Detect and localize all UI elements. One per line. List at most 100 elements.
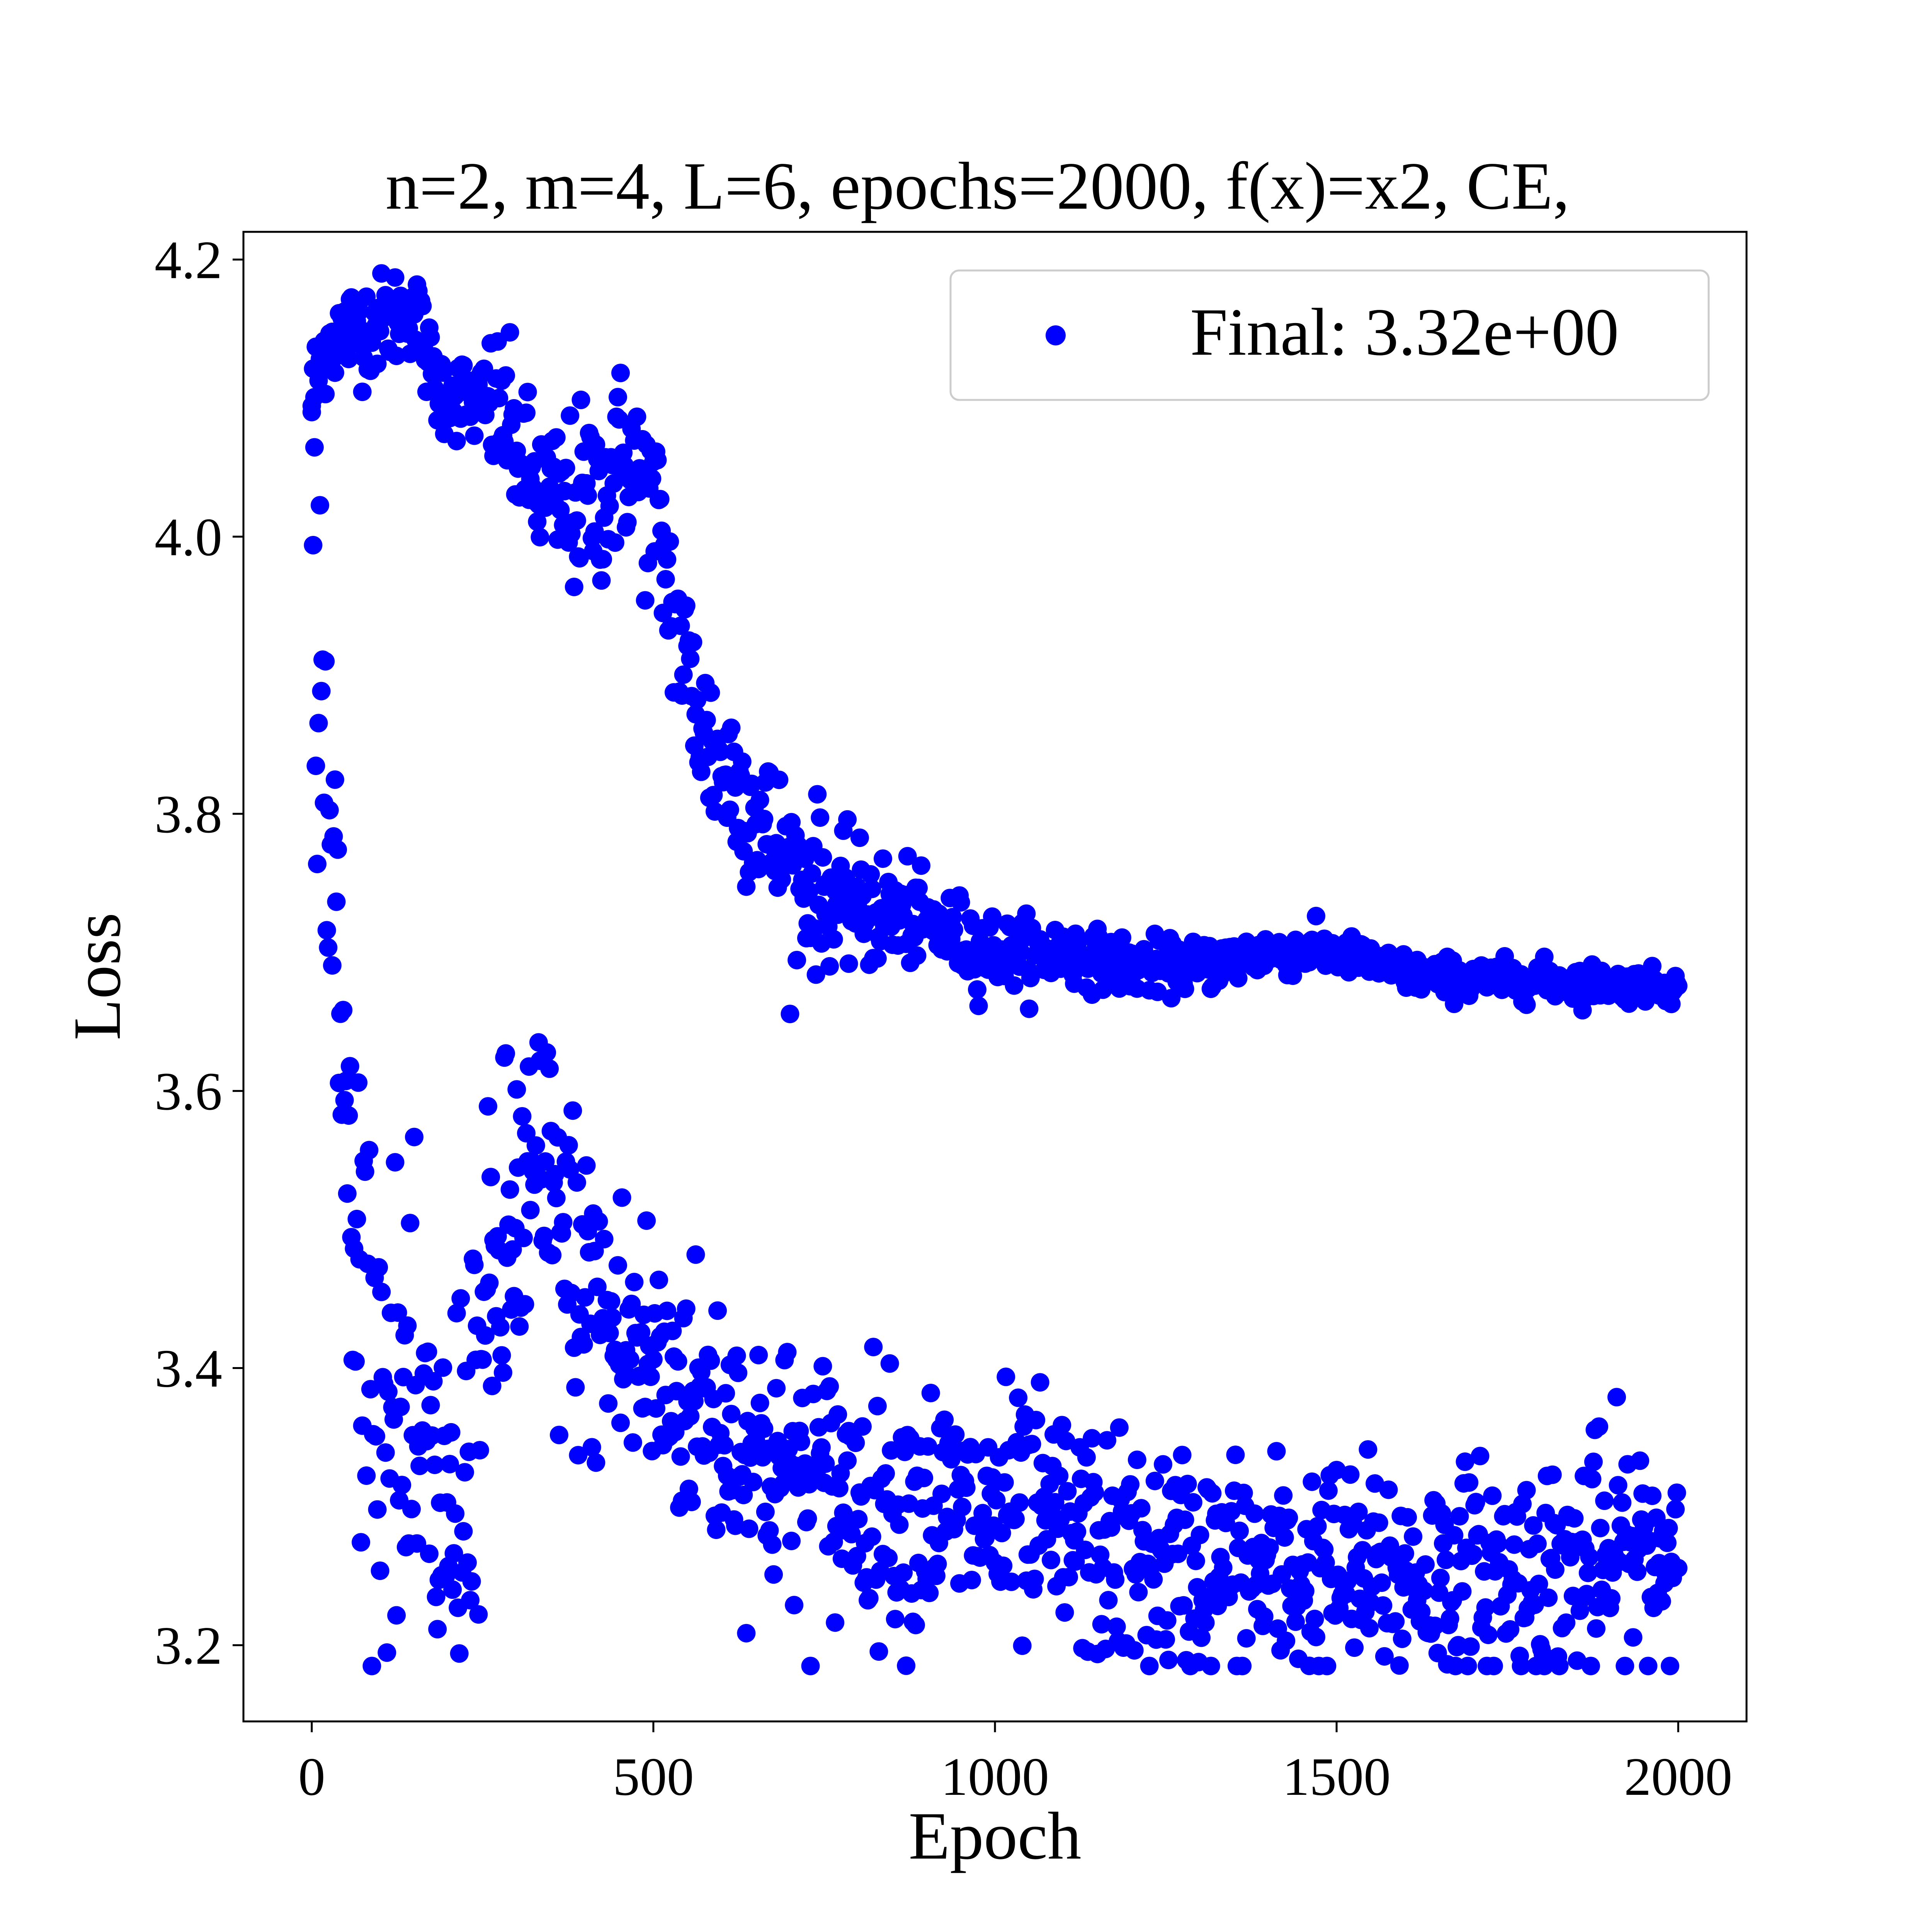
data-point bbox=[585, 522, 604, 541]
data-point bbox=[1098, 1431, 1116, 1450]
x-tick-label: 0 bbox=[298, 1747, 325, 1807]
data-point bbox=[685, 1392, 704, 1410]
data-point bbox=[440, 1455, 459, 1474]
data-point bbox=[813, 848, 832, 867]
data-point bbox=[372, 1282, 391, 1301]
data-point bbox=[995, 1473, 1014, 1492]
data-point bbox=[643, 469, 662, 488]
data-point bbox=[803, 864, 821, 883]
data-point bbox=[915, 1468, 934, 1487]
data-point bbox=[492, 1346, 511, 1365]
data-point bbox=[1277, 1631, 1296, 1650]
data-point bbox=[1345, 1638, 1364, 1657]
data-point bbox=[1374, 1596, 1393, 1615]
data-point bbox=[488, 1227, 507, 1246]
data-point bbox=[677, 596, 696, 615]
data-point bbox=[317, 921, 336, 940]
data-point bbox=[894, 1563, 913, 1582]
data-point bbox=[535, 1226, 553, 1245]
data-point bbox=[968, 980, 986, 999]
data-point bbox=[1501, 1620, 1520, 1639]
data-point bbox=[868, 1396, 887, 1415]
data-point bbox=[812, 1438, 831, 1457]
data-point bbox=[1466, 1493, 1485, 1512]
data-point bbox=[357, 1466, 376, 1485]
data-point bbox=[1002, 1572, 1021, 1591]
data-point bbox=[648, 451, 667, 469]
data-point bbox=[1316, 1553, 1335, 1572]
data-point bbox=[1517, 995, 1536, 1014]
data-point bbox=[890, 1515, 909, 1534]
data-point bbox=[1021, 969, 1040, 988]
data-point bbox=[1661, 1656, 1679, 1675]
data-point bbox=[1450, 1507, 1469, 1526]
data-point bbox=[470, 1441, 489, 1460]
data-point bbox=[992, 1524, 1011, 1543]
data-point bbox=[549, 1425, 568, 1444]
data-point bbox=[1372, 1573, 1391, 1592]
data-point bbox=[500, 323, 519, 342]
data-point bbox=[1053, 1416, 1071, 1435]
data-point bbox=[1159, 1651, 1178, 1669]
data-point bbox=[1550, 1656, 1569, 1675]
data-point bbox=[828, 1405, 847, 1424]
data-point bbox=[733, 752, 752, 771]
data-point bbox=[658, 550, 677, 569]
data-point bbox=[750, 791, 769, 810]
data-point bbox=[387, 1606, 406, 1625]
data-point bbox=[760, 1521, 779, 1540]
data-point bbox=[813, 1357, 832, 1376]
data-point bbox=[677, 1299, 696, 1318]
data-point bbox=[1659, 1519, 1678, 1537]
data-point bbox=[556, 459, 575, 478]
data-point bbox=[651, 490, 670, 509]
data-point bbox=[428, 1620, 447, 1639]
data-point bbox=[1125, 1641, 1144, 1660]
data-point bbox=[953, 1498, 972, 1517]
data-point bbox=[791, 1432, 810, 1451]
data-point bbox=[600, 1323, 619, 1342]
data-point bbox=[1144, 1570, 1163, 1589]
data-point bbox=[898, 847, 917, 866]
data-point bbox=[518, 383, 537, 401]
data-point bbox=[1112, 928, 1131, 947]
data-point bbox=[1445, 1526, 1464, 1545]
x-tick-label: 500 bbox=[613, 1747, 694, 1807]
data-point bbox=[920, 1583, 939, 1602]
data-point bbox=[507, 1080, 526, 1099]
data-point bbox=[1390, 1656, 1409, 1675]
data-point bbox=[352, 1533, 371, 1552]
data-point bbox=[912, 856, 930, 875]
data-point bbox=[349, 1073, 368, 1092]
data-point bbox=[587, 435, 605, 454]
data-point bbox=[647, 1399, 665, 1418]
data-point bbox=[671, 1447, 690, 1466]
data-point bbox=[1099, 1591, 1118, 1610]
data-point bbox=[391, 1398, 410, 1417]
data-point bbox=[582, 1438, 601, 1457]
data-point bbox=[1613, 1493, 1632, 1512]
data-point bbox=[371, 1561, 389, 1580]
data-point bbox=[514, 1228, 533, 1247]
data-point bbox=[305, 438, 324, 457]
data-point bbox=[360, 1141, 379, 1160]
data-point bbox=[1055, 1603, 1074, 1622]
data-point bbox=[458, 1553, 477, 1572]
data-point bbox=[801, 1656, 820, 1675]
data-point bbox=[446, 1504, 465, 1523]
data-point bbox=[1488, 1534, 1507, 1553]
data-point bbox=[886, 1610, 905, 1629]
data-point bbox=[1437, 1550, 1455, 1569]
data-point bbox=[338, 1184, 357, 1203]
data-point bbox=[323, 956, 342, 975]
data-point bbox=[1375, 1647, 1394, 1666]
data-point bbox=[521, 1201, 540, 1219]
data-point bbox=[473, 1350, 492, 1369]
data-point bbox=[476, 1326, 495, 1345]
data-point bbox=[325, 363, 344, 382]
data-point bbox=[481, 1168, 500, 1187]
data-point bbox=[1616, 1656, 1634, 1675]
data-point bbox=[398, 1316, 417, 1335]
data-point bbox=[1286, 1612, 1305, 1631]
data-point bbox=[1201, 1656, 1220, 1675]
